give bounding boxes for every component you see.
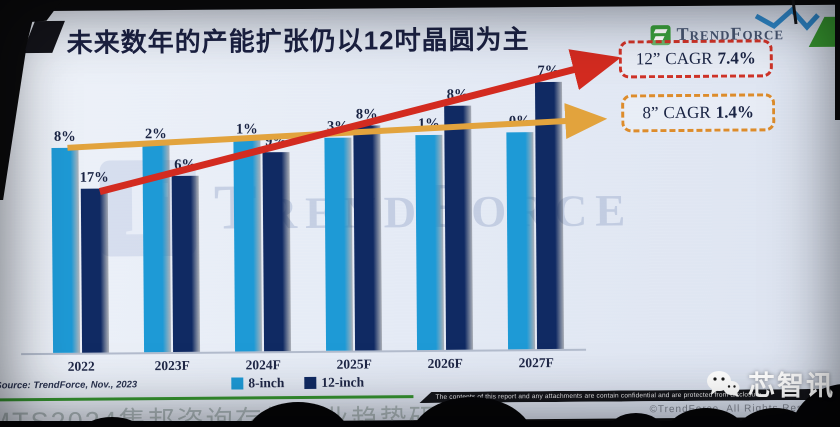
chart-legend: 8-inch 12-inch bbox=[231, 374, 364, 391]
x-axis-label-2027F: 2027F bbox=[518, 355, 554, 371]
page-number: 13 bbox=[819, 402, 831, 414]
growth-label-12-inch-2022: 17% bbox=[79, 169, 109, 186]
slide-title: 未来数年的产能扩张仍以12吋晶圆为主 bbox=[66, 24, 530, 58]
legend-item-8-inch: 8-inch bbox=[231, 375, 284, 391]
bar-12-inch-2027F bbox=[534, 81, 565, 350]
callout-8-metric: CAGR bbox=[663, 102, 711, 123]
growth-label-12-inch-2027F: 7% bbox=[537, 62, 560, 80]
x-axis-label-2023F: 2023F bbox=[154, 357, 190, 374]
bar-12-inch-2023F bbox=[171, 175, 201, 352]
bar-chart: 8% 17% 2022 2% 6% 2023F 1% 9% 2024F 3% 8% 2025F 1% 8%… bbox=[18, 63, 587, 374]
x-axis-label-2022: 2022 bbox=[67, 358, 95, 374]
bar-12-inch-2024F bbox=[262, 152, 292, 352]
growth-label-12-inch-2025F: 8% bbox=[355, 106, 378, 123]
growth-label-12-inch-2023F: 6% bbox=[174, 156, 197, 173]
x-axis-label-2026F: 2026F bbox=[427, 355, 463, 371]
copyright-text: ©TrendForce, All Rights Reserved. bbox=[649, 402, 837, 416]
event-title-watermark: MTS2024集邦咨询存储产业趋势研讨会 bbox=[0, 403, 496, 424]
callout-12inch-cagr: 12” CAGR 7.4% bbox=[618, 39, 773, 79]
legend-label-8-inch: 8-inch bbox=[248, 375, 285, 391]
bar-8-inch-2025F bbox=[324, 137, 354, 351]
callout-8inch-cagr: 8” CAGR 1.4% bbox=[621, 93, 776, 133]
bar-12-inch-2026F bbox=[444, 105, 474, 350]
callout-8-wafer: 8” bbox=[642, 103, 659, 123]
bar-8-inch-2026F bbox=[415, 134, 445, 351]
bar-8-inch-2024F bbox=[233, 140, 263, 352]
channel-watermark: 芯智讯 bbox=[706, 364, 835, 403]
x-axis-label-2024F: 2024F bbox=[245, 357, 281, 373]
callout-8-value: 1.4% bbox=[715, 102, 755, 122]
legend-label-12-inch: 12-inch bbox=[321, 374, 365, 390]
bar-8-inch-2027F bbox=[506, 132, 536, 350]
source-note: Source: TrendForce, Nov., 2023 bbox=[0, 379, 138, 392]
callout-12-wafer: 12” bbox=[635, 49, 661, 69]
presentation-slide: F TrendForce 未来数年的产能扩张仍以12吋晶圆为主 TrendFor… bbox=[0, 4, 840, 424]
bar-12-inch-2022 bbox=[80, 188, 110, 353]
bar-12-inch-2025F bbox=[353, 125, 383, 351]
callout-12-metric: CAGR bbox=[665, 48, 713, 69]
growth-label-12-inch-2026F: 8% bbox=[446, 86, 469, 103]
channel-name: 芯智讯 bbox=[748, 371, 835, 401]
growth-label-8-inch-2022: 8% bbox=[53, 128, 76, 145]
legend-swatch-8-inch bbox=[231, 377, 244, 390]
bar-8-inch-2023F bbox=[142, 145, 172, 353]
callout-12-value: 7.4% bbox=[717, 48, 756, 68]
legend-item-12-inch: 12-inch bbox=[304, 374, 364, 390]
photo-dark-edge-right bbox=[835, 0, 840, 120]
growth-label-12-inch-2024F: 9% bbox=[264, 133, 287, 150]
growth-label-8-inch-2023F: 2% bbox=[144, 126, 167, 143]
x-axis-label-2025F: 2025F bbox=[336, 356, 372, 372]
legend-swatch-12-inch bbox=[304, 376, 317, 389]
wechat-icon bbox=[707, 370, 740, 397]
